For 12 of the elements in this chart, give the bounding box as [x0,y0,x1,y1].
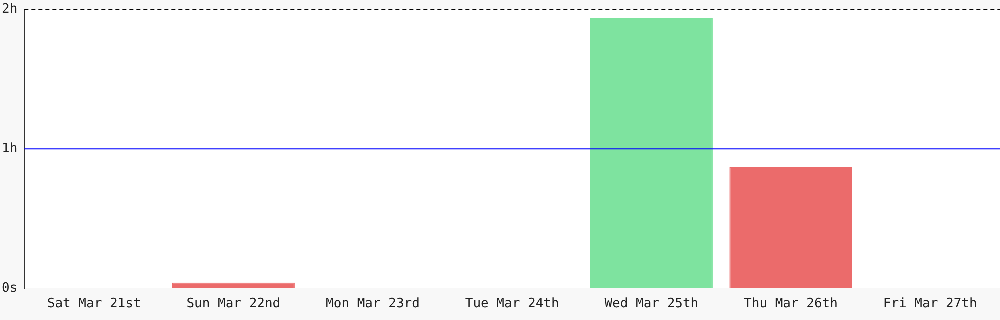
bar [730,167,852,288]
y-tick-label: 2h [2,2,18,18]
y-tick-label: 1h [2,141,18,156]
x-tick-label: Sat Mar 21st [47,296,142,312]
x-tick-label: Tue Mar 24th [465,296,560,312]
y-tick-label: 0s [2,280,18,296]
x-tick-label: Wed Mar 25th [604,296,699,312]
x-tick-label: Thu Mar 26th [744,296,838,312]
x-tick-label: Fri Mar 27th [883,296,978,312]
x-tick-label: Mon Mar 23rd [326,296,420,312]
x-tick-label: Sun Mar 22nd [186,296,281,312]
bar [590,18,713,288]
